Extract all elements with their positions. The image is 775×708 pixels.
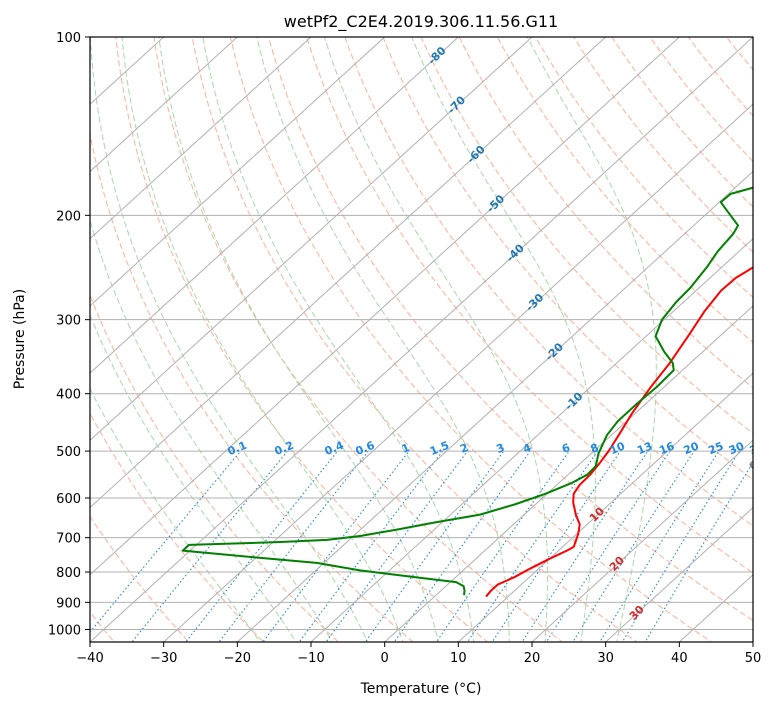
x-tick-label: −30 <box>150 651 177 666</box>
mixing-ratio-label: 16 <box>657 439 676 457</box>
mixing-ratio-line <box>218 450 369 642</box>
y-tick-label: 700 <box>56 532 81 547</box>
isotherm-line <box>90 37 753 642</box>
y-tick-label: 400 <box>56 388 81 403</box>
mixing-ratio-label: 36 <box>748 439 767 457</box>
x-tick-label: −20 <box>224 651 251 666</box>
profile-lines <box>181 186 753 598</box>
x-axis: −40 −30 −20 −10 0 10 20 30 40 50 <box>76 642 761 666</box>
isotherm-line <box>90 37 386 307</box>
moist-adiabat-line <box>121 37 404 642</box>
dry-adiabat-line <box>458 37 753 389</box>
dry-adiabat-line <box>90 515 190 642</box>
plot-frame <box>89 36 754 643</box>
moist-adiabat-line <box>411 37 596 642</box>
mixing-ratio-line <box>644 461 753 642</box>
moist-adiabat-line <box>158 37 439 642</box>
mixing-ratio-label: 8 <box>589 441 601 456</box>
mixing-ratio-label: 20 <box>682 439 701 457</box>
mixing-ratio-line <box>545 450 671 642</box>
dry-adiabat-line <box>535 37 753 298</box>
isotherm-line <box>162 103 753 642</box>
dewpoint-profile-line <box>181 186 753 596</box>
mixing-ratio-label: 25 <box>706 440 725 458</box>
moist-adiabat-line <box>256 37 510 642</box>
mixing-ratio-label: 1 <box>400 441 412 456</box>
dry-adiabat-line <box>306 37 753 574</box>
y-tick-label: 600 <box>56 492 81 507</box>
dry-adiabat-line <box>268 37 753 622</box>
isotherm-line <box>90 37 460 374</box>
dry-adiabat-line <box>496 37 753 344</box>
pressure-gridlines <box>90 37 753 630</box>
dry-adiabat-line <box>611 37 753 208</box>
dry-adiabat-line <box>90 412 265 642</box>
x-tick-label: 0 <box>381 651 389 666</box>
mixing-ratio-label: 13 <box>635 440 654 458</box>
plot-area: 0.10.20.40.611.52346810131620253036-100-… <box>90 37 767 642</box>
x-tick-label: −10 <box>297 651 324 666</box>
x-tick-label: 10 <box>450 651 467 666</box>
dry-adiabat-line <box>90 131 414 642</box>
dry-adiabat-line <box>115 37 489 642</box>
y-tick-label: 900 <box>56 596 81 611</box>
isotherm-line <box>90 37 607 509</box>
isotherms <box>90 37 753 642</box>
mixing-ratio-line <box>521 450 649 642</box>
dry-adiabat-line <box>573 37 753 253</box>
y-tick-label: 100 <box>56 31 81 46</box>
y-axis: 100 200 300 400 500 600 700 800 900 1000 <box>48 31 90 638</box>
mixing-ratio-label: 10 <box>608 439 627 457</box>
x-tick-label: −40 <box>76 651 103 666</box>
moist-adiabat-line <box>90 313 297 642</box>
dry-adiabat-line <box>420 37 753 435</box>
dry-adiabat-line <box>90 293 339 642</box>
isotherm-line <box>310 237 753 642</box>
dry-adiabats <box>90 37 753 642</box>
mixing-ratio-label: 30 <box>727 439 746 457</box>
x-tick-label: 20 <box>524 651 541 666</box>
y-tick-label: 1000 <box>48 623 81 638</box>
isotherm-line <box>90 37 239 173</box>
mixing-ratio-label: 2 <box>458 441 470 456</box>
y-axis-label: Pressure (hPa) <box>12 289 28 389</box>
y-tick-label: 800 <box>56 566 81 581</box>
isotherm-line <box>383 305 753 642</box>
mixing-ratio-label: 3 <box>495 441 507 456</box>
mixing-ratio-line <box>435 450 570 642</box>
moist-adiabat-line <box>90 37 369 642</box>
x-tick-label: 30 <box>597 651 614 666</box>
isotherm-line <box>457 372 753 642</box>
moist-adiabat-line <box>202 37 475 642</box>
x-tick-label: 40 <box>671 651 688 666</box>
mixing-ratio-line <box>393 450 531 642</box>
y-tick-label: 300 <box>56 314 81 329</box>
y-tick-label: 200 <box>56 209 81 224</box>
isotherm-line <box>90 37 533 442</box>
dry-adiabat-line <box>229 37 713 642</box>
mixing-ratio-line <box>262 450 410 642</box>
isotherm-line <box>90 37 681 576</box>
dry-adiabat-line <box>191 37 638 642</box>
x-axis-label: Temperature (°C) <box>360 681 482 697</box>
mixing-ratio-line <box>364 450 505 642</box>
isotherm-line <box>90 37 312 240</box>
height-label: 0 <box>747 458 762 473</box>
isotherm-line <box>604 506 753 642</box>
mixing-ratio-line <box>185 450 338 642</box>
chart-title: wetPf2_C2E4.2019.306.11.56.G11 <box>284 12 558 32</box>
y-tick-label: 500 <box>56 445 81 460</box>
mixing-ratio-line <box>491 450 621 642</box>
dry-adiabat-line <box>153 37 564 642</box>
x-tick-label: 50 <box>745 651 762 666</box>
isotherm-line <box>236 170 753 642</box>
moist-adiabat-line <box>90 218 333 642</box>
isotherm-line <box>531 439 753 642</box>
